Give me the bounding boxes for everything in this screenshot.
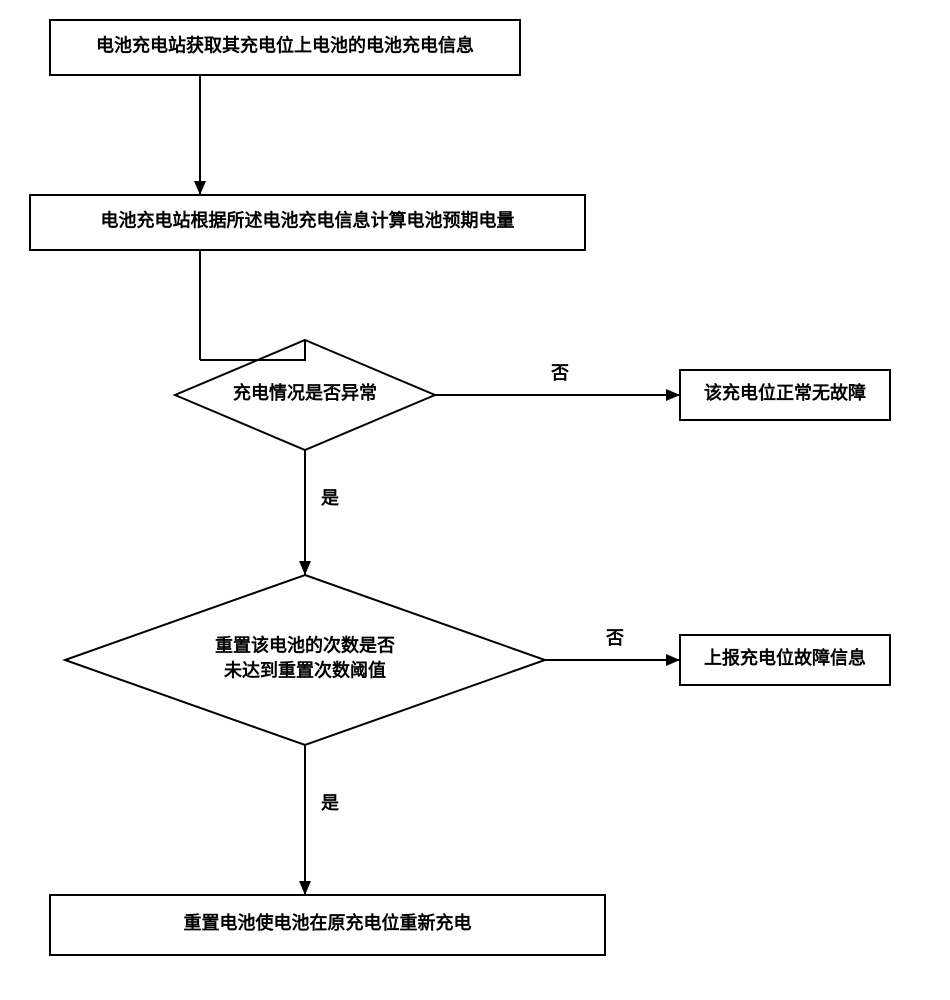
node-n3-text-0: 充电情况是否异常 xyxy=(233,382,377,403)
node-n4-text-0: 该充电位正常无故障 xyxy=(704,382,866,403)
node-n5-text-0: 重置该电池的次数是否 xyxy=(215,635,395,656)
flowchart-canvas: 电池充电站获取其充电位上电池的电池充电信息电池充电站根据所述电池充电信息计算电池… xyxy=(0,0,950,1000)
edge-label-n3b: 是 xyxy=(320,488,339,508)
node-n5: 重置该电池的次数是否未达到重置次数阈值 xyxy=(65,575,545,745)
edge-label-n5b: 是 xyxy=(320,793,339,813)
edge-label-n5r: 否 xyxy=(605,628,624,648)
node-n7-text-0: 重置电池使电池在原充电位重新充电 xyxy=(184,912,472,933)
edge-bend1 xyxy=(200,340,305,360)
node-n6: 上报充电位故障信息 xyxy=(680,635,890,685)
node-n1-text-0: 电池充电站获取其充电位上电池的电池充电信息 xyxy=(96,35,474,56)
node-n5-text-1: 未达到重置次数阈值 xyxy=(224,660,386,681)
node-n6-text-0: 上报充电位故障信息 xyxy=(704,647,866,668)
node-n2-text-0: 电池充电站根据所述电池充电信息计算电池预期电量 xyxy=(101,210,515,231)
node-n2: 电池充电站根据所述电池充电信息计算电池预期电量 xyxy=(30,195,585,250)
node-n1: 电池充电站获取其充电位上电池的电池充电信息 xyxy=(50,20,520,75)
edge-label-n3r: 否 xyxy=(550,363,569,383)
node-n7: 重置电池使电池在原充电位重新充电 xyxy=(50,895,605,955)
node-n4: 该充电位正常无故障 xyxy=(680,370,890,420)
